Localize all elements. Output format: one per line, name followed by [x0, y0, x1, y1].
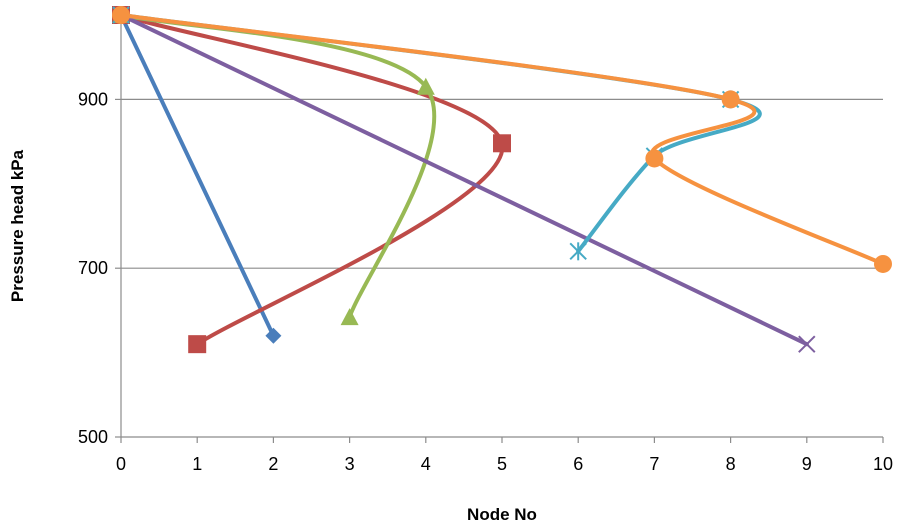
series-6-line: [119, 13, 885, 266]
series-1-point-2: [265, 327, 282, 344]
x-axis-title: Node No: [467, 505, 537, 524]
x-tick-label-8: 8: [726, 454, 736, 474]
series-6-point-4: [874, 254, 892, 273]
series-1: [113, 7, 282, 344]
series-2-line: [119, 13, 505, 347]
y-tick-label-500: 500: [78, 427, 108, 447]
series-2-point-2: [493, 134, 511, 153]
series-3-point-2: [416, 77, 435, 95]
series-3-point-3: [340, 308, 359, 326]
series-4-point-2: [798, 335, 816, 353]
series-5: [112, 6, 762, 261]
series-6: [112, 6, 892, 273]
y-tick-label-900: 900: [78, 89, 108, 109]
tick-labels: 500 700 900 0 1 2 3 4 5 6 7 8 9 10: [78, 89, 893, 474]
series-6-point-1: [112, 6, 130, 24]
x-tick-label-7: 7: [649, 454, 659, 474]
x-tick-label-4: 4: [421, 454, 431, 474]
x-tick-label-5: 5: [497, 454, 507, 474]
y-axis-title: Pressure head kPa: [8, 149, 27, 302]
x-tick-label-3: 3: [345, 454, 355, 474]
y-tick-label-700: 700: [78, 258, 108, 278]
axes: [115, 15, 884, 443]
x-tick-label-2: 2: [268, 454, 278, 474]
series-3-line: [119, 13, 437, 320]
series-6-point-2: [721, 90, 740, 109]
series-4-line: [119, 13, 809, 347]
gridlines: [121, 98, 883, 269]
series-5-point-4: [569, 242, 587, 261]
series-6-point-3: [645, 149, 664, 168]
x-tick-label-6: 6: [573, 454, 583, 474]
series-1-line: [119, 13, 276, 338]
x-tick-label-0: 0: [116, 454, 126, 474]
series-group: [112, 6, 892, 354]
series-2-point-3: [188, 335, 207, 354]
x-tick-label-9: 9: [802, 454, 812, 474]
x-tick-label-10: 10: [873, 454, 893, 474]
x-tick-label-1: 1: [192, 454, 202, 474]
